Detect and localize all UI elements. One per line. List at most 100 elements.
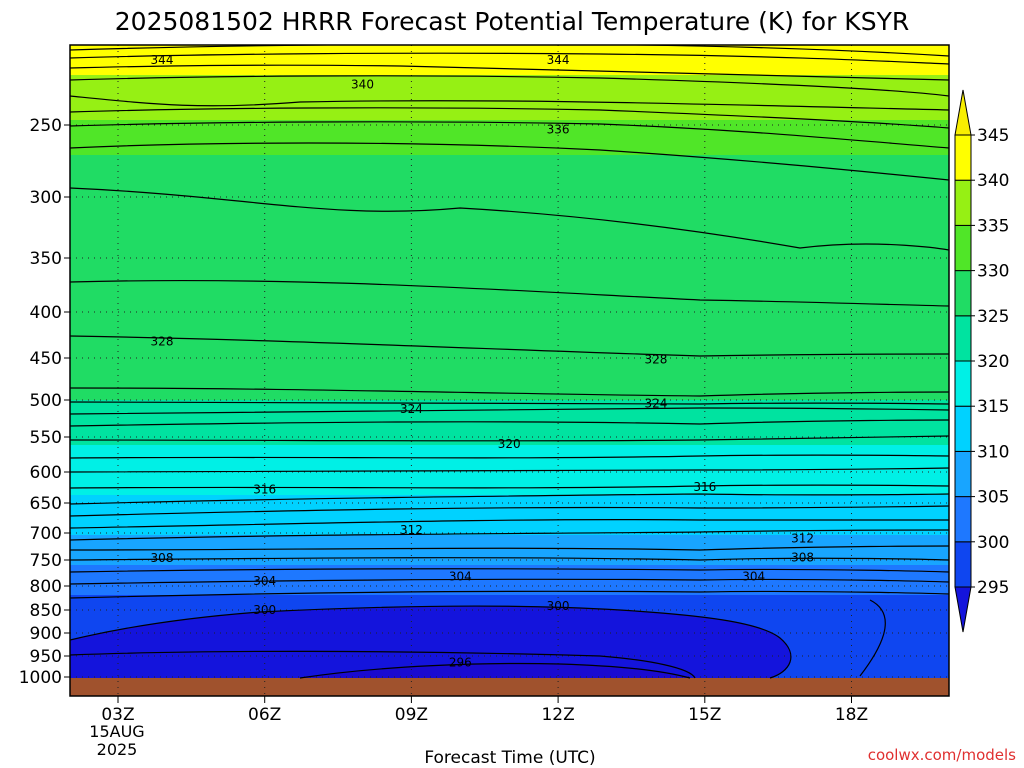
contour-line <box>70 568 949 573</box>
band-340-345 <box>70 75 949 120</box>
colorbar-label: 310 <box>977 442 1009 462</box>
colorbar-extend-max <box>954 89 972 136</box>
contour-label-text: 340 <box>351 78 374 92</box>
contour-line <box>70 467 949 473</box>
colorbar: 295 300 305 310 315 320 325 330 335 340 345 <box>954 89 1009 633</box>
contour-line <box>859 599 886 677</box>
contour-label-text: 312 <box>791 531 814 545</box>
ground <box>70 678 949 696</box>
contour-label: 316 <box>693 480 716 494</box>
contour-label: 312 <box>791 531 814 545</box>
y-tick-label: 1000 <box>19 668 62 688</box>
date-day: 15AUG <box>89 722 144 741</box>
y-tick-label: 550 <box>30 428 62 448</box>
contour-labels: 344 344 340 336 328 328 324 324 320 316 316 312 312 3… <box>151 53 814 669</box>
contour-label: 344 <box>151 53 174 67</box>
y-tick-label: 450 <box>30 349 62 369</box>
x-tick-label: 03Z <box>101 705 134 725</box>
contour-line <box>70 107 949 129</box>
chart-title: 2025081502 HRRR Forecast Potential Tempe… <box>115 7 909 36</box>
contour-line <box>70 187 949 251</box>
colorbar-swatch <box>954 315 972 362</box>
credit-link[interactable]: coolwx.com/models <box>868 746 1016 764</box>
colorbar-swatch <box>954 224 972 272</box>
y-tick-label: 300 <box>30 188 62 208</box>
contour-line <box>70 484 949 489</box>
y-tick-label: 250 <box>30 116 62 136</box>
contour-line <box>70 590 949 599</box>
contour-label-text: 324 <box>400 402 423 416</box>
contour-label: 344 <box>547 53 570 67</box>
y-tick-label: 850 <box>30 601 62 621</box>
contour-label-text: 320 <box>498 437 521 451</box>
contour-label-text: 344 <box>547 53 570 67</box>
contour-line <box>70 557 949 561</box>
contour-line <box>70 95 949 111</box>
contour-label-text: 328 <box>151 334 174 348</box>
contour-line <box>70 419 949 427</box>
contour-label-text: 316 <box>253 482 276 496</box>
contour-label-text: 336 <box>547 122 570 136</box>
plot-frame <box>69 44 950 697</box>
colorbar-label: 320 <box>977 352 1009 372</box>
band-345-plus <box>70 45 949 75</box>
band-335-340 <box>70 120 949 155</box>
x-tick-label: 15Z <box>688 705 721 725</box>
x-tick-label: 12Z <box>541 705 574 725</box>
contour-line <box>70 64 949 81</box>
contour-label: 328 <box>151 334 174 348</box>
contour-label: 304 <box>742 570 765 584</box>
colorbar-label: 305 <box>977 488 1009 508</box>
contour-label-text: 304 <box>449 570 472 584</box>
contour-line <box>70 335 949 357</box>
contour-label: 320 <box>498 437 521 451</box>
contour-line <box>70 454 949 459</box>
colorbar-swatch <box>954 541 972 588</box>
x-axis-label: Forecast Time (UTC) <box>424 748 595 768</box>
contour-line <box>70 401 949 405</box>
colorbar-label: 325 <box>977 307 1009 327</box>
contour-label-text: 316 <box>693 480 716 494</box>
colorbar-label: 340 <box>977 171 1009 191</box>
y-tick-label: 800 <box>30 577 62 597</box>
contour-label: 300 <box>547 599 570 613</box>
contour-line <box>70 52 949 65</box>
contour-line <box>70 505 949 517</box>
contour-line <box>70 75 949 97</box>
filled-bands <box>70 45 949 696</box>
contour-label-text: 312 <box>400 523 423 537</box>
contour-label-text: 308 <box>791 550 814 564</box>
contour-label: 328 <box>644 353 667 367</box>
contour-label: 324 <box>400 402 423 416</box>
y-axis: 250 300 350 400 450 500 550 600 650 700 750 800 850 9… <box>19 116 70 688</box>
contour-line <box>70 45 949 57</box>
contour-label-text: 300 <box>547 599 570 613</box>
colorbar-swatch <box>954 360 972 407</box>
contour-label-text: 324 <box>644 397 667 411</box>
band-330-335 <box>70 155 949 400</box>
colorbar-label: 315 <box>977 397 1009 417</box>
contour-label-text: 304 <box>253 574 276 588</box>
y-tick-label: 400 <box>30 303 62 323</box>
contour-label-text: 296 <box>449 655 472 669</box>
contour-line <box>70 545 949 551</box>
y-tick-label: 950 <box>30 647 62 667</box>
contour-label: 308 <box>791 550 814 564</box>
contour-label-text: 304 <box>742 570 765 584</box>
x-axis: 03Z 06Z 09Z 12Z 15Z 18Z <box>101 696 868 725</box>
grid-lines <box>70 45 949 696</box>
contour-line <box>299 662 691 679</box>
y-tick-label: 350 <box>30 249 62 269</box>
colorbar-swatch <box>954 270 972 317</box>
y-tick-label: 700 <box>30 524 62 544</box>
contour-line <box>70 519 949 529</box>
x-tick-label: 18Z <box>835 705 868 725</box>
contour-line <box>70 142 949 181</box>
contour-line <box>70 407 949 415</box>
x-tick-label: 09Z <box>395 705 428 725</box>
contour-line <box>70 493 949 505</box>
contour-line <box>70 650 696 679</box>
colorbar-swatch <box>954 134 972 181</box>
contour-line <box>70 121 949 149</box>
contour-label: 308 <box>151 551 174 565</box>
